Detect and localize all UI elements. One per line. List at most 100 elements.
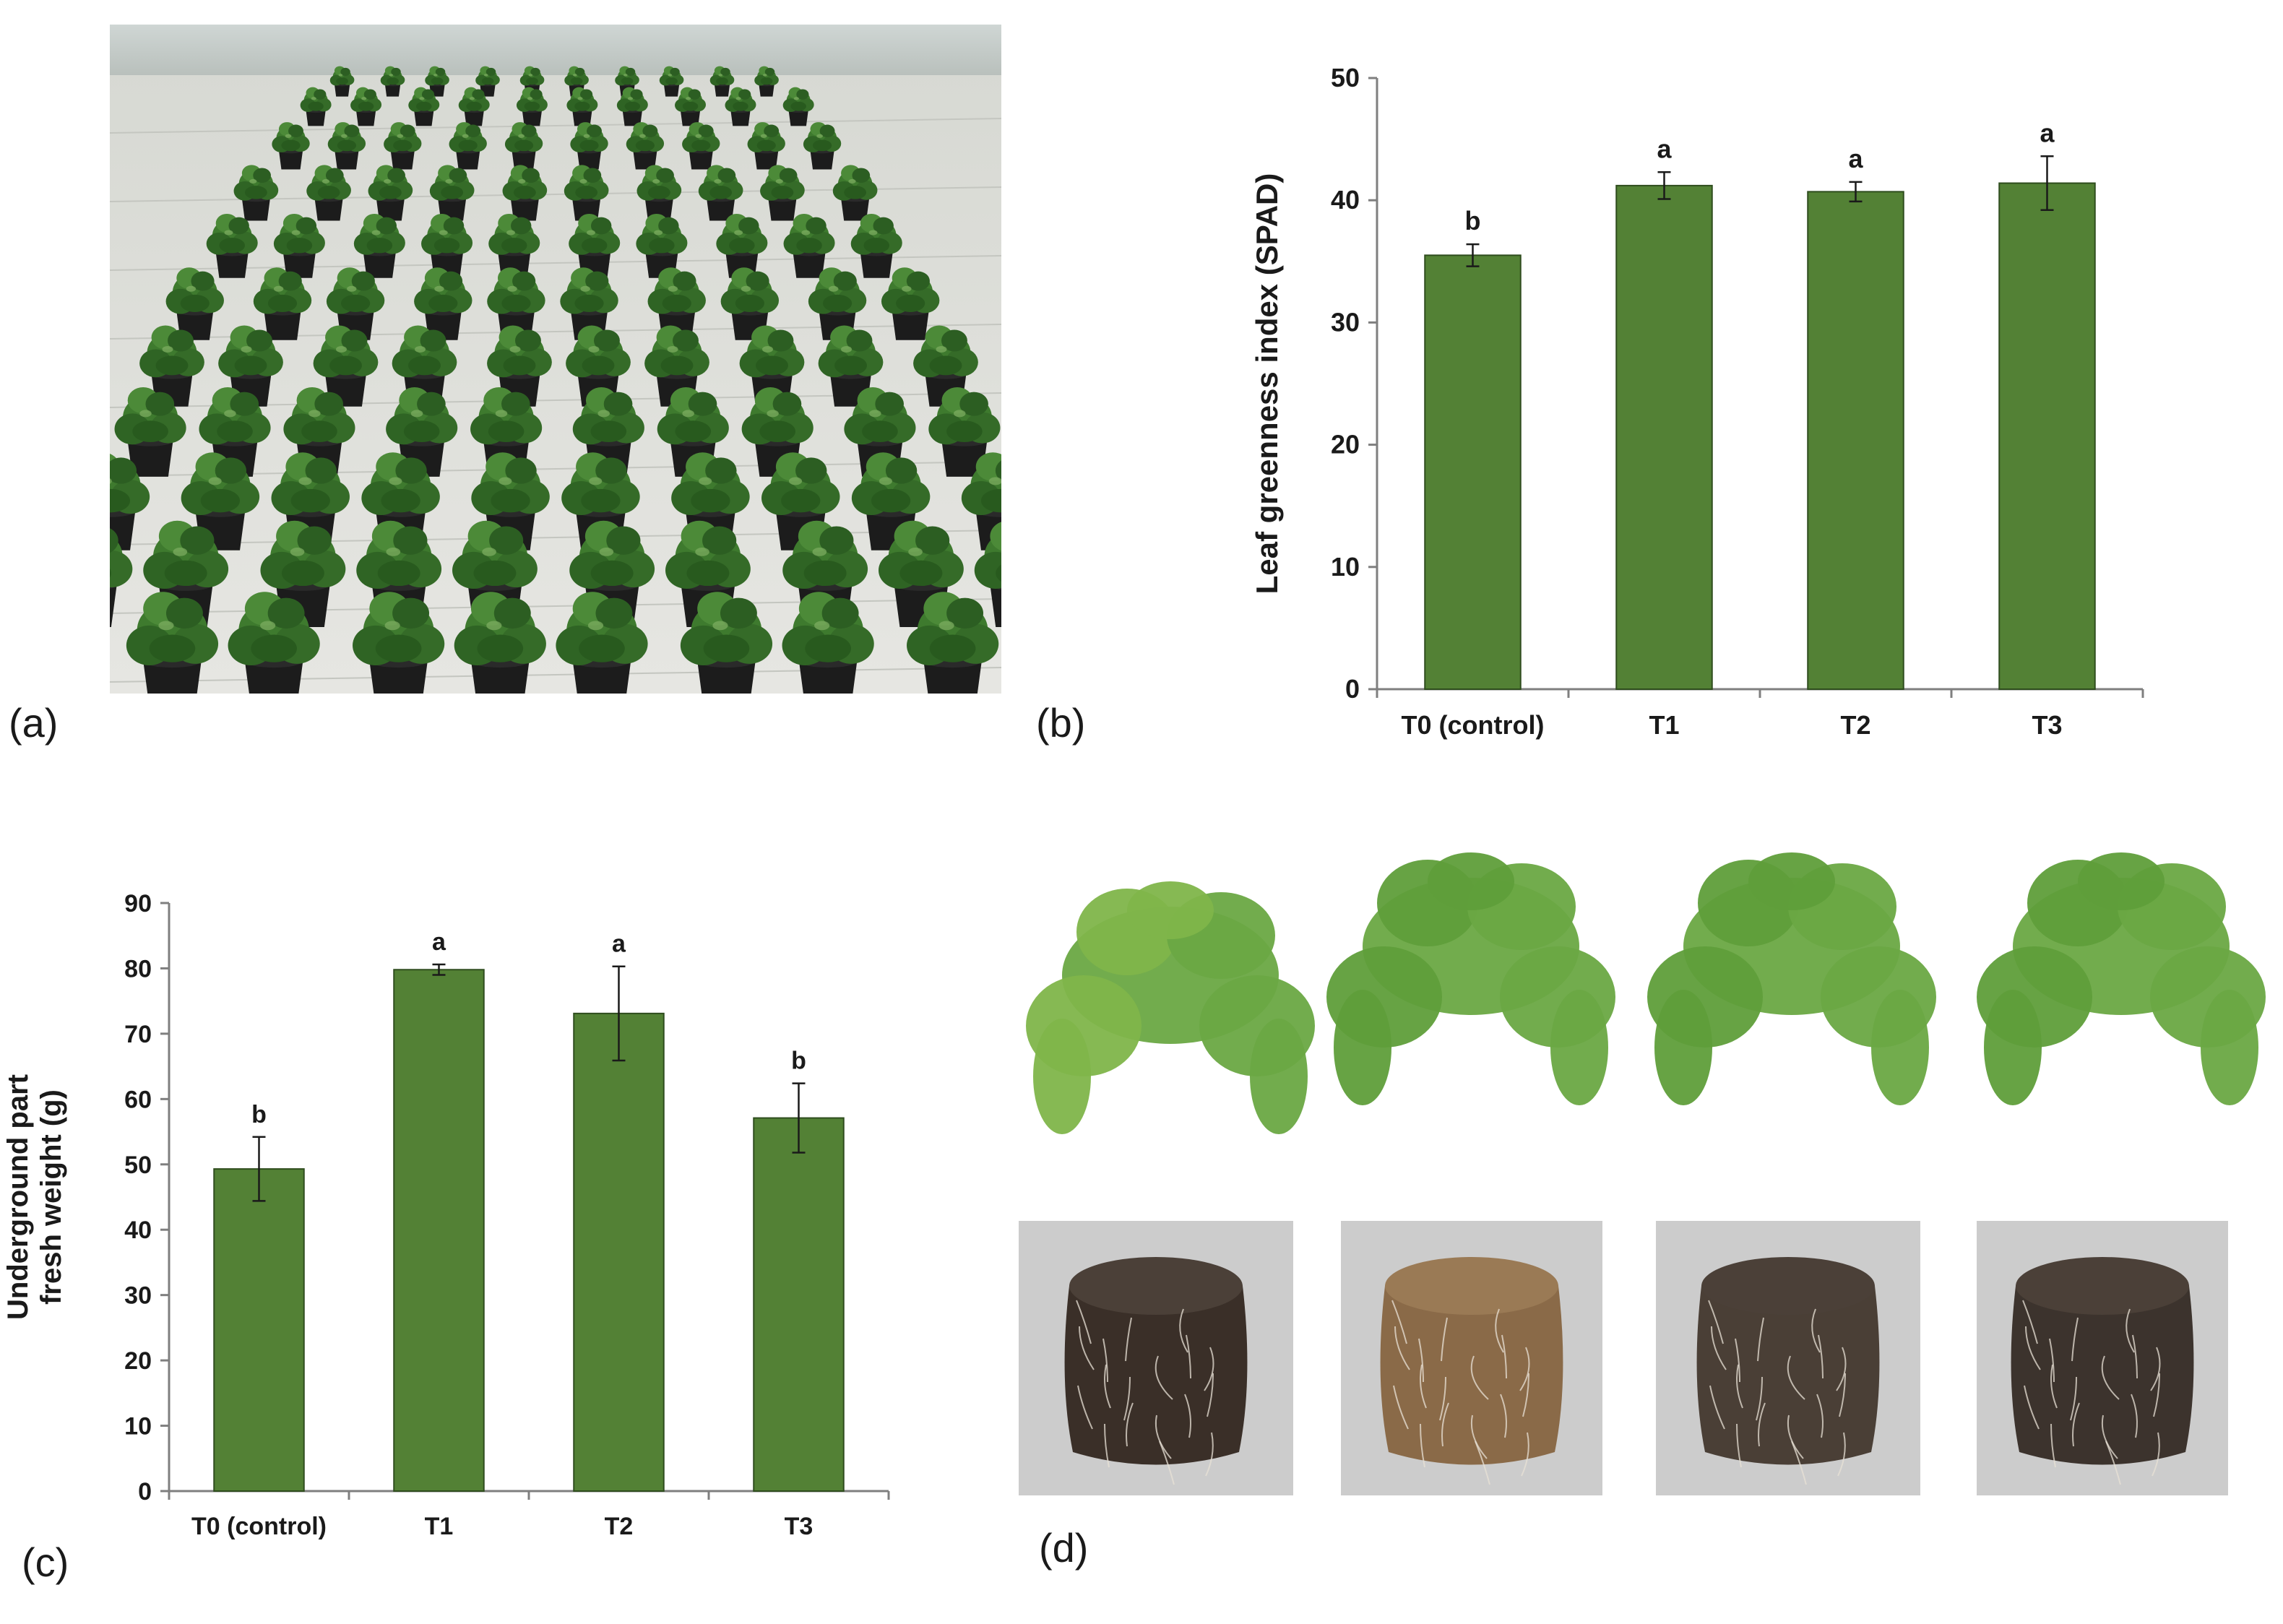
plant-foliage [1127,881,1214,939]
foliage [530,67,540,77]
root-strand [1441,1402,1449,1447]
root-strand [1470,1414,1488,1459]
foliage [686,560,730,587]
plant-foliage [1550,990,1608,1105]
foliage [281,139,301,152]
root-strand [1811,1308,1821,1353]
potted-plant [306,165,351,221]
root-strand [1125,1317,1132,1362]
potted-plant [429,165,475,221]
foliage [929,355,962,376]
potted-plant [566,87,598,126]
foliage [929,634,976,662]
y-tick-label: 30 [1331,307,1360,337]
leaf-highlight [499,477,512,485]
root-strand [1791,1441,1807,1485]
leaf-highlight [162,345,173,353]
pot [376,198,405,221]
foliage [473,560,517,587]
leaf-highlight [902,285,912,292]
potted-plant [961,452,1001,550]
foliage [400,124,415,138]
y-tick-label: 50 [124,1152,152,1179]
leaf-highlight [139,410,152,418]
foliage [796,238,822,254]
leaf-highlight [445,178,453,184]
pot [793,252,826,278]
foliage [513,186,536,199]
potted-plant [327,122,366,170]
foliage [329,355,362,376]
foliage [717,168,736,183]
foliage [215,457,247,484]
leaf-highlight [434,285,444,292]
leaf-highlight [321,178,330,184]
foliage [234,355,267,376]
pot [697,660,756,694]
foliage [393,526,428,555]
significance-letter: a [1848,144,1863,173]
pot [244,660,303,694]
root-ball-photo [1341,1221,1602,1495]
significance-letter: a [2040,118,2055,147]
potted-plant [206,213,258,278]
foliage [431,77,444,85]
foliage [481,77,494,85]
y-tick-label: 80 [124,955,152,982]
plant-foliage [1748,852,1835,910]
root-strand [1394,1326,1410,1370]
pot [363,252,396,278]
pot [689,150,713,170]
potted-plant [803,122,842,170]
potted-plant [782,87,814,126]
leaf-highlight [577,97,583,100]
foliage [585,271,609,291]
foliage [941,329,967,352]
significance-letter: b [251,1101,267,1128]
root-strand [2153,1373,2160,1417]
potted-plant [487,325,552,407]
leaf-highlight [869,410,881,418]
pot [241,198,270,221]
foliage [649,238,675,254]
foliage [772,392,802,416]
foliage [806,217,827,235]
foliage [417,392,446,416]
foliage [665,77,678,85]
leaf-highlight [623,74,628,77]
leaf-highlight [308,410,321,418]
category-label: T3 [2032,710,2062,740]
foliage [393,139,413,152]
potted-plant [682,122,720,170]
leaf-highlight [762,345,773,353]
foliage [110,488,131,513]
leaf-highlight [588,345,600,353]
foliage [906,271,930,291]
leaf-highlight [793,97,799,100]
leaf-highlight [814,621,830,631]
foliage [709,186,733,199]
foliage [621,77,634,85]
leaf-highlight [763,74,767,77]
potted-plant [850,213,902,278]
foliage [230,392,259,416]
y-tick-label: 10 [124,1413,152,1441]
root-strand [2071,1317,2079,1362]
foliage [862,420,898,443]
pot [622,110,642,126]
foliage [688,392,717,416]
y-tick-label: 60 [124,1086,152,1113]
foliage [501,238,527,254]
foliage [439,271,463,291]
leaf-highlight [988,477,1001,485]
pot [355,110,376,126]
foliage [288,124,303,138]
foliage [873,217,894,235]
pot [384,84,401,97]
foliage [580,89,593,100]
plant-foliage [1428,852,1514,910]
foliage [491,488,530,513]
leaf-highlight [298,477,312,485]
plant-foliage [1871,990,1929,1105]
foliage [472,89,485,100]
